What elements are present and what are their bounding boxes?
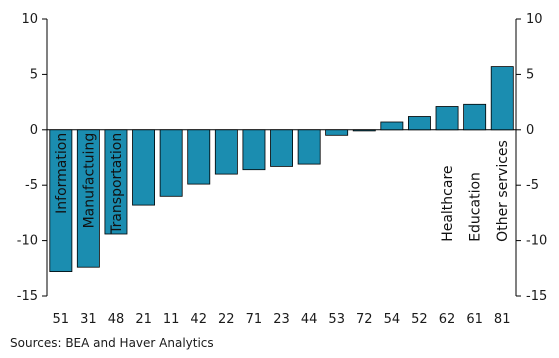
bar-22: [214, 129, 238, 175]
right-y-tick-label: 5: [526, 67, 534, 82]
left-y-tick-label: 5: [30, 67, 38, 82]
bar-72: [352, 129, 376, 132]
x-category-label: 21: [135, 312, 152, 327]
right-y-tick-label: 0: [526, 123, 534, 138]
x-category-label: 11: [163, 312, 180, 327]
bar-51: [49, 129, 73, 273]
bar-52: [407, 116, 431, 131]
bar-42: [187, 129, 211, 185]
x-category-label: 54: [384, 312, 401, 327]
bar-23: [270, 129, 294, 167]
bar-62: [435, 106, 459, 131]
left-y-tick-label: 10: [21, 12, 38, 27]
bar-61: [463, 103, 487, 131]
bar-annotation-label: Other services: [495, 140, 511, 242]
right-y-tick-label: 10: [526, 12, 543, 27]
bar-21: [132, 129, 156, 206]
x-category-label: 53: [328, 312, 345, 327]
x-category-label: 44: [301, 312, 318, 327]
left-y-tick-label: -5: [25, 178, 38, 193]
bar-11: [159, 129, 183, 197]
x-category-label: 31: [80, 312, 97, 327]
bar-81: [490, 66, 514, 131]
bar-71: [242, 129, 266, 171]
bar-annotation-label: Manufactuing: [81, 133, 97, 229]
right-y-tick-label: -15: [526, 289, 547, 304]
source-note: Sources: BEA and Haver Analytics: [10, 336, 214, 350]
x-category-label: 52: [411, 312, 428, 327]
x-category-label: 23: [273, 312, 290, 327]
right-y-tick-label: -5: [526, 178, 539, 193]
bar-31: [76, 129, 100, 268]
x-category-label: 42: [190, 312, 207, 327]
left-y-tick-label: -10: [17, 234, 38, 249]
x-category-label: 71: [246, 312, 263, 327]
bar-annotation-label: Information: [54, 133, 70, 214]
x-category-label: 81: [494, 312, 511, 327]
x-category-label: 62: [439, 312, 456, 327]
x-category-label: 72: [356, 312, 373, 327]
x-category-label: 51: [53, 312, 70, 327]
bar-annotation-label: Healthcare: [440, 165, 456, 241]
bar-48: [104, 129, 128, 235]
bars-layer: [49, 66, 514, 273]
bar-annotation-label: Education: [468, 172, 484, 242]
bar-annotations-layer: Information Manufactuing Transportation Hea…: [54, 133, 511, 242]
left-y-tick-label: 0: [30, 123, 38, 138]
x-category-label: 61: [466, 312, 483, 327]
left-y-tick-label: -15: [17, 289, 38, 304]
bar-44: [297, 129, 321, 165]
x-category-label: 48: [108, 312, 125, 327]
right-y-tick-label: -10: [526, 234, 547, 249]
bar-54: [380, 121, 404, 131]
bar-annotation-label: Transportation: [109, 133, 125, 235]
x-category-label: 22: [218, 312, 235, 327]
bar-53: [325, 129, 349, 136]
